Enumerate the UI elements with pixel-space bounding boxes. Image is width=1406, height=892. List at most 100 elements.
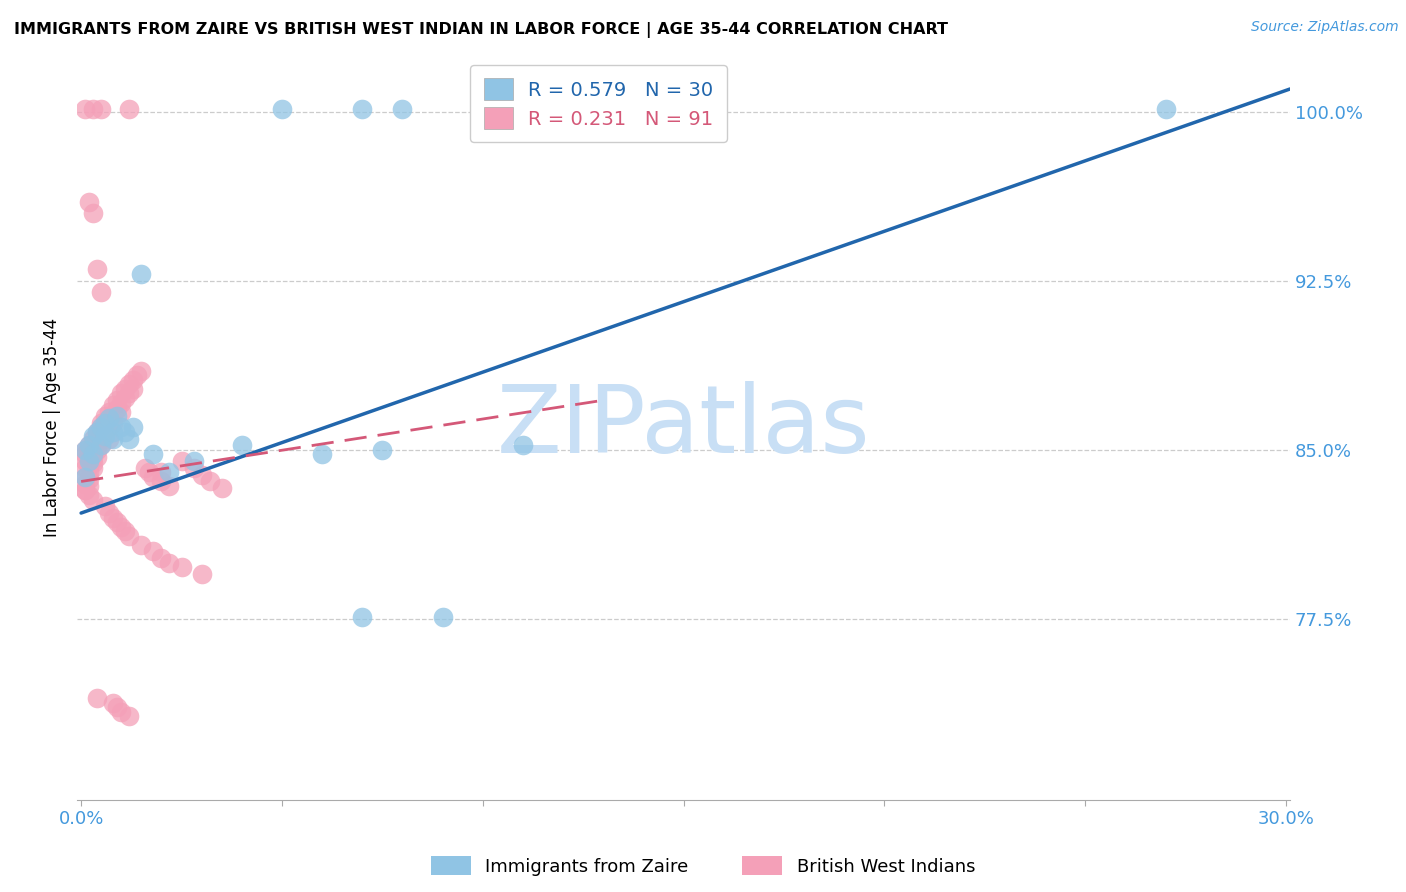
Point <box>90 285 112 299</box>
Point <box>75 447 97 461</box>
Point <box>105 700 128 714</box>
Point <box>86 691 108 706</box>
Point <box>311 447 333 461</box>
Point <box>105 393 128 408</box>
Point <box>75 483 97 498</box>
Point <box>432 609 454 624</box>
Point <box>94 500 117 514</box>
Text: Source: ZipAtlas.com: Source: ZipAtlas.com <box>1251 20 1399 34</box>
Point <box>75 470 97 484</box>
Point <box>86 262 108 277</box>
Point <box>90 438 112 452</box>
Point <box>86 425 108 439</box>
Point <box>231 438 253 452</box>
Point <box>98 432 121 446</box>
Point <box>98 420 121 434</box>
Point <box>572 103 595 117</box>
Point <box>86 432 108 446</box>
Point <box>98 404 121 418</box>
Point <box>75 442 97 457</box>
Point <box>170 454 193 468</box>
Point <box>118 528 141 542</box>
Point <box>98 411 121 425</box>
Point <box>90 425 112 439</box>
Point <box>90 432 112 446</box>
Point <box>77 438 100 452</box>
Point <box>110 705 132 719</box>
Point <box>82 103 104 117</box>
Point <box>371 442 394 457</box>
Point <box>77 466 100 480</box>
Legend: R = 0.579   N = 30, R = 0.231   N = 91: R = 0.579 N = 30, R = 0.231 N = 91 <box>470 65 727 142</box>
Point <box>77 479 100 493</box>
Point <box>98 411 121 425</box>
Point <box>94 429 117 443</box>
Point <box>90 420 112 434</box>
Point <box>190 467 212 482</box>
Point <box>211 481 233 495</box>
Point <box>183 461 205 475</box>
Point <box>114 425 136 439</box>
Point <box>110 395 132 409</box>
Point <box>103 425 125 439</box>
Point <box>86 425 108 439</box>
Point <box>103 407 125 421</box>
Point <box>122 382 145 396</box>
Point <box>391 103 413 117</box>
Point <box>82 457 104 471</box>
Point <box>77 447 100 461</box>
Point <box>122 420 145 434</box>
Point <box>86 450 108 464</box>
Point <box>138 466 160 480</box>
Point <box>82 206 104 220</box>
Point <box>512 438 534 452</box>
Point <box>82 450 104 464</box>
Point <box>75 454 97 468</box>
Point <box>159 466 181 480</box>
Point <box>122 373 145 387</box>
Point <box>77 451 100 466</box>
Point <box>118 432 141 446</box>
Point <box>110 386 132 401</box>
Point <box>150 466 173 480</box>
Point <box>82 429 104 443</box>
Point <box>94 425 117 439</box>
Point <box>110 519 132 533</box>
Point <box>114 382 136 396</box>
Point <box>150 475 173 489</box>
Point <box>118 709 141 723</box>
Point <box>82 447 104 461</box>
Point <box>75 476 97 491</box>
Point <box>75 470 97 484</box>
Point <box>105 402 128 417</box>
Point <box>131 267 153 281</box>
Point <box>94 425 117 439</box>
Point <box>198 475 221 489</box>
Point <box>114 524 136 538</box>
Point <box>86 442 108 457</box>
Point <box>271 103 294 117</box>
Point <box>118 103 141 117</box>
Point <box>352 609 374 624</box>
Point <box>142 544 165 558</box>
Point <box>98 506 121 520</box>
Point <box>190 566 212 581</box>
Point <box>103 416 125 430</box>
Point <box>110 404 132 418</box>
Point <box>170 560 193 574</box>
Point <box>77 442 100 457</box>
Point <box>1154 103 1177 117</box>
Point <box>75 483 97 498</box>
Point <box>82 438 104 452</box>
Point <box>90 438 112 452</box>
Point <box>110 420 132 434</box>
Point <box>82 432 104 446</box>
Point <box>105 409 128 423</box>
Point <box>75 103 97 117</box>
Point <box>75 461 97 475</box>
Point <box>103 696 125 710</box>
Point <box>131 364 153 378</box>
Point <box>90 103 112 117</box>
Point <box>77 454 100 468</box>
Point <box>103 432 125 446</box>
